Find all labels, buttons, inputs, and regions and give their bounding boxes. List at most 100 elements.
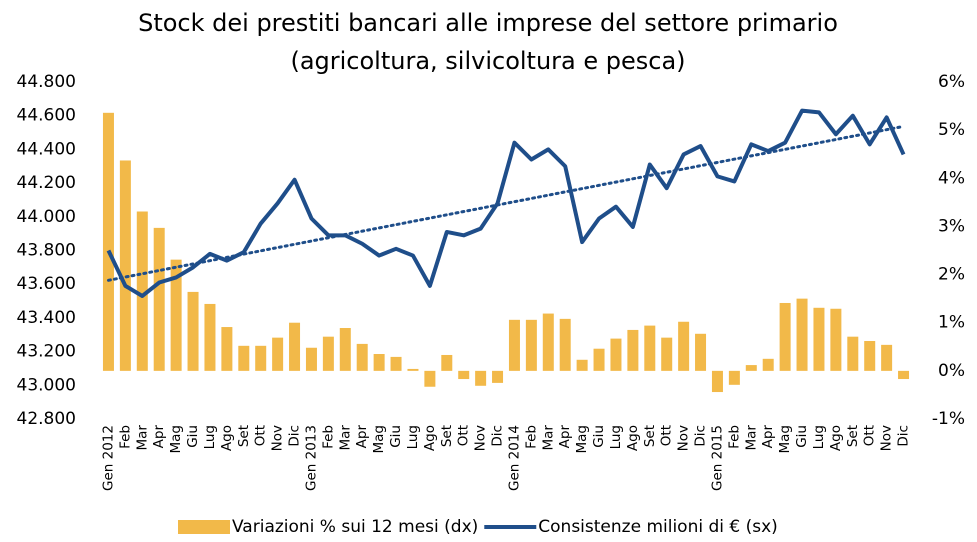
bar	[322, 336, 334, 371]
x-tick-label: Nov	[676, 425, 692, 451]
y-tick-label: 44.600	[17, 106, 76, 126]
y2-tick-label: 1%	[938, 313, 965, 333]
x-tick-label: Ago	[219, 425, 235, 451]
line	[106, 108, 906, 298]
x-tick-label: Lug	[202, 425, 218, 449]
x-tick-label: Ott	[456, 425, 472, 446]
bar	[864, 341, 876, 371]
y-tick-label: 44.200	[17, 173, 76, 193]
bar	[847, 336, 859, 371]
x-tick-label: Lug	[608, 425, 624, 449]
y2-tick-label: 4%	[938, 168, 965, 188]
bar	[711, 370, 723, 393]
y2-tick-label: 3%	[938, 216, 965, 236]
x-tick-label: Mag	[371, 425, 387, 454]
y2-tick-label: 0%	[938, 361, 965, 381]
bar	[745, 365, 757, 371]
bar	[661, 337, 673, 371]
x-tick-label: Giu	[794, 425, 810, 448]
bar	[813, 307, 825, 371]
bar	[695, 333, 707, 371]
x-tick-label: Ott	[659, 425, 675, 446]
bar	[559, 318, 571, 371]
bar	[204, 303, 216, 371]
x-tick-label: Set	[439, 425, 455, 447]
x-tick-label: Set	[845, 425, 861, 447]
x-tick-label: Apr	[760, 425, 776, 449]
y2-tick-label: -1%	[932, 409, 965, 429]
x-tick-label: Nov	[473, 425, 489, 451]
x-tick-label: Mar	[540, 425, 556, 451]
x-tick-label: Mag	[168, 425, 184, 454]
y-tick-label: 43.200	[17, 342, 76, 362]
bar	[272, 337, 284, 371]
x-tick-label: Ago	[422, 425, 438, 451]
y2-tick-label: 2%	[938, 265, 965, 285]
bar	[373, 354, 385, 371]
x-tick-label: Giu	[185, 425, 201, 448]
bar	[170, 259, 182, 371]
x-tick-label: Mar	[134, 425, 150, 451]
x-tick-label: Set	[642, 425, 658, 447]
bar	[576, 359, 588, 371]
x-tick-label: Giu	[591, 425, 607, 448]
bar	[492, 370, 504, 383]
bar	[458, 370, 470, 380]
x-tick-label: Ago	[625, 425, 641, 451]
x-tick-label: Nov	[879, 425, 895, 451]
bar	[136, 211, 148, 371]
bar	[610, 338, 622, 371]
bar	[728, 370, 740, 385]
bar	[644, 325, 656, 371]
bar	[762, 358, 774, 371]
x-tick-label: Nov	[270, 425, 286, 451]
bar	[289, 322, 301, 371]
legend-label: Variazioni % sui 12 mesi (dx)	[232, 517, 478, 537]
bar	[424, 370, 436, 387]
bar	[153, 227, 165, 371]
x-tick-label: Dic	[490, 425, 506, 447]
y-tick-label: 43.600	[17, 274, 76, 294]
x-tick-label: Gen 2012	[100, 425, 116, 491]
bar	[238, 345, 250, 371]
x-tick-label: Gen 2014	[506, 425, 522, 491]
bar	[525, 319, 537, 371]
bar	[627, 329, 639, 371]
bar	[102, 112, 114, 371]
x-tick-label: Lug	[811, 425, 827, 449]
y-tick-label: 43.400	[17, 308, 76, 328]
y-tick-label: 44.400	[17, 139, 76, 159]
x-tick-label: Feb	[523, 425, 539, 449]
bar	[356, 343, 368, 371]
y2-tick-label: 5%	[938, 120, 965, 140]
bar	[796, 298, 808, 371]
bar	[221, 327, 233, 371]
x-tick-label: Feb	[726, 425, 742, 449]
bar	[898, 370, 910, 380]
bar	[390, 356, 402, 371]
bar	[508, 319, 520, 371]
y2-tick-label: 6%	[938, 72, 965, 92]
y-tick-label: 44.000	[17, 207, 76, 227]
x-tick-label: Lug	[405, 425, 421, 449]
x-tick-label: Mag	[574, 425, 590, 454]
y-tick-label: 44.800	[17, 72, 76, 92]
bar	[881, 344, 893, 371]
bar	[305, 347, 317, 371]
y-tick-label: 43.800	[17, 241, 76, 261]
chart-title: Stock dei prestiti bancari alle imprese …	[138, 9, 838, 37]
bar	[407, 368, 419, 371]
x-tick-label: Gen 2015	[709, 425, 725, 491]
x-tick-label: Feb	[117, 425, 133, 449]
bar	[187, 291, 199, 371]
x-tick-label: Dic	[287, 425, 303, 447]
x-tick-label: Ago	[828, 425, 844, 451]
bar	[678, 321, 690, 371]
y-tick-label: 42.800	[17, 409, 76, 429]
bar	[441, 354, 453, 371]
bar	[779, 302, 791, 371]
x-tick-label: Apr	[557, 425, 573, 449]
x-tick-label: Gen 2013	[303, 425, 319, 491]
x-tick-label: Ott	[862, 425, 878, 446]
